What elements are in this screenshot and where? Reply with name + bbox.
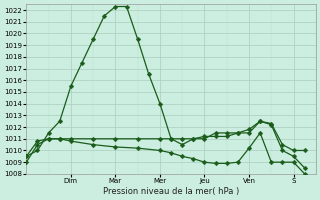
X-axis label: Pression niveau de la mer( hPa ): Pression niveau de la mer( hPa ) bbox=[103, 187, 239, 196]
